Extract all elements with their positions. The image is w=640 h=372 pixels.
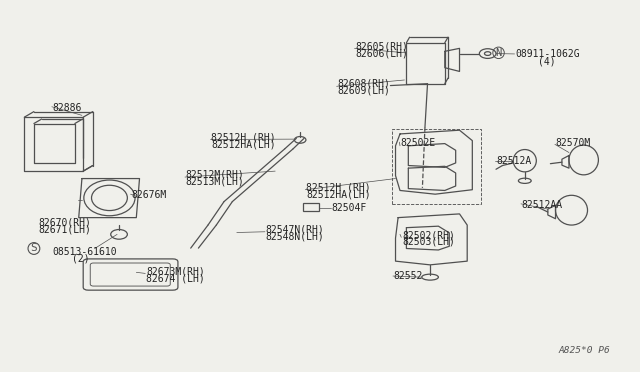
Text: 82512A: 82512A [496,156,531,166]
Text: (4): (4) [538,57,556,66]
Text: (2): (2) [72,254,90,264]
Text: 82608(RH): 82608(RH) [337,79,390,89]
Text: N: N [495,48,502,58]
Text: 82512HA(LH): 82512HA(LH) [211,140,276,149]
Text: 82504F: 82504F [332,203,367,212]
Bar [392,129,481,204]
Text: 82502E: 82502E [400,138,435,148]
Text: 82512M(RH): 82512M(RH) [186,170,244,180]
Text: 82512H (RH): 82512H (RH) [211,133,276,142]
Text: 82886: 82886 [52,103,82,113]
Text: S: S [31,244,37,253]
Text: 82548N(LH): 82548N(LH) [266,231,324,241]
Text: 82512H (RH): 82512H (RH) [306,183,371,193]
Text: 82570M: 82570M [556,138,591,148]
Text: 82513M(LH): 82513M(LH) [186,177,244,186]
Text: 82552: 82552 [394,271,423,281]
Text: 82512HA(LH): 82512HA(LH) [306,190,371,199]
Text: 82670(RH): 82670(RH) [38,218,92,227]
Text: 82512AA: 82512AA [522,200,563,209]
Text: 82606(LH): 82606(LH) [355,49,408,59]
Text: 08513-61610: 08513-61610 [52,247,117,257]
Text: 82547N(RH): 82547N(RH) [266,225,324,234]
Text: 08911-1062G: 08911-1062G [515,49,580,59]
Text: 82674 (LH): 82674 (LH) [146,273,205,283]
Text: 82503(LH): 82503(LH) [402,237,455,247]
Text: A825*0 P6: A825*0 P6 [558,346,610,355]
Text: 82671(LH): 82671(LH) [38,224,92,234]
Text: 82605(RH): 82605(RH) [355,42,408,51]
Bar [303,203,319,211]
Text: 82676M: 82676M [131,190,166,200]
Text: 82609(LH): 82609(LH) [337,86,390,95]
Text: 82502(RH): 82502(RH) [402,230,455,240]
Text: 82673M(RH): 82673M(RH) [146,267,205,276]
